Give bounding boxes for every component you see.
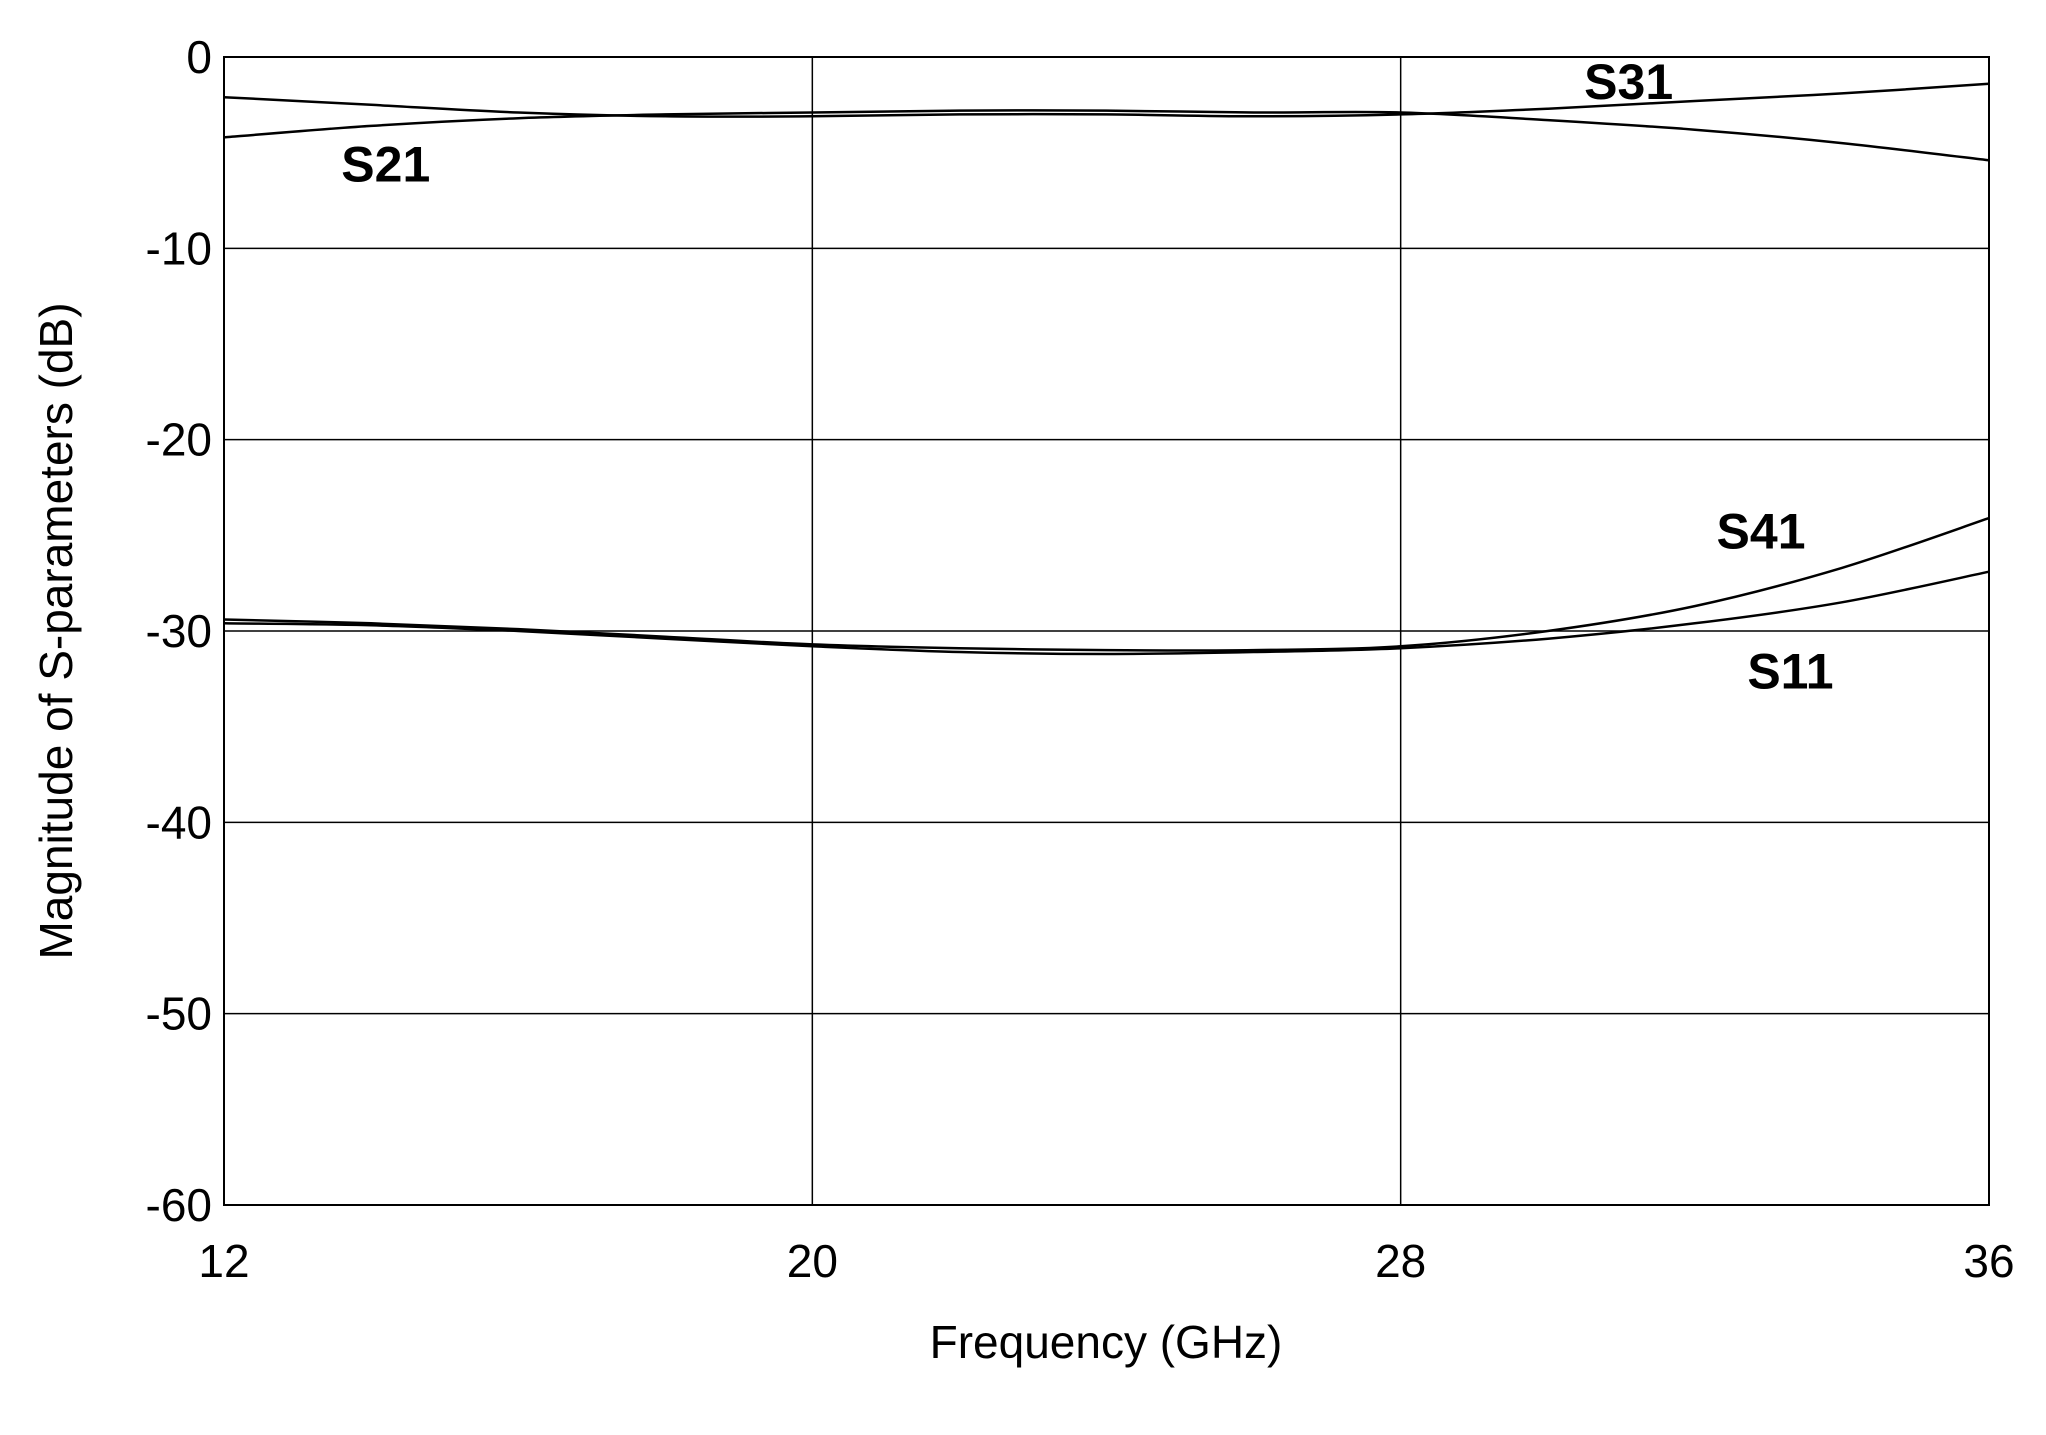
y-axis-label: Magnitude of S-parameters (dB) <box>30 302 82 959</box>
grid <box>223 56 1990 1206</box>
plot-frame <box>223 56 1990 1206</box>
x-axis-label: Frequency (GHz) <box>930 1316 1283 1368</box>
series-line-s31 <box>223 82 1990 118</box>
y-tick-label: -30 <box>146 605 212 657</box>
y-tick-label: -50 <box>146 988 212 1040</box>
series-line-s11 <box>223 570 1990 656</box>
y-tick-label: -10 <box>146 222 212 274</box>
series-line-s41 <box>223 516 1990 652</box>
x-tick-label: 36 <box>1963 1235 2014 1287</box>
series-label-s31: S31 <box>1584 54 1673 110</box>
x-tick-label: 28 <box>1375 1235 1426 1287</box>
series-label-s41: S41 <box>1717 504 1806 560</box>
series-label-s11: S11 <box>1747 643 1833 699</box>
series-label-s21: S21 <box>341 136 430 192</box>
series-line-s21 <box>223 109 1990 162</box>
y-tick-label: -40 <box>146 796 212 848</box>
y-tick-label: 0 <box>186 31 212 83</box>
series-group <box>223 82 1990 656</box>
tick-labels: 12 20 28 36 0 -10 -20 -30 -40 -50 -60 <box>146 31 2015 1287</box>
x-tick-label: 20 <box>787 1235 838 1287</box>
y-tick-label: -20 <box>146 414 212 466</box>
y-tick-label: -60 <box>146 1179 212 1231</box>
x-tick-label: 12 <box>198 1235 249 1287</box>
series-annotations: S21 S31 S41 S11 <box>341 54 1833 699</box>
